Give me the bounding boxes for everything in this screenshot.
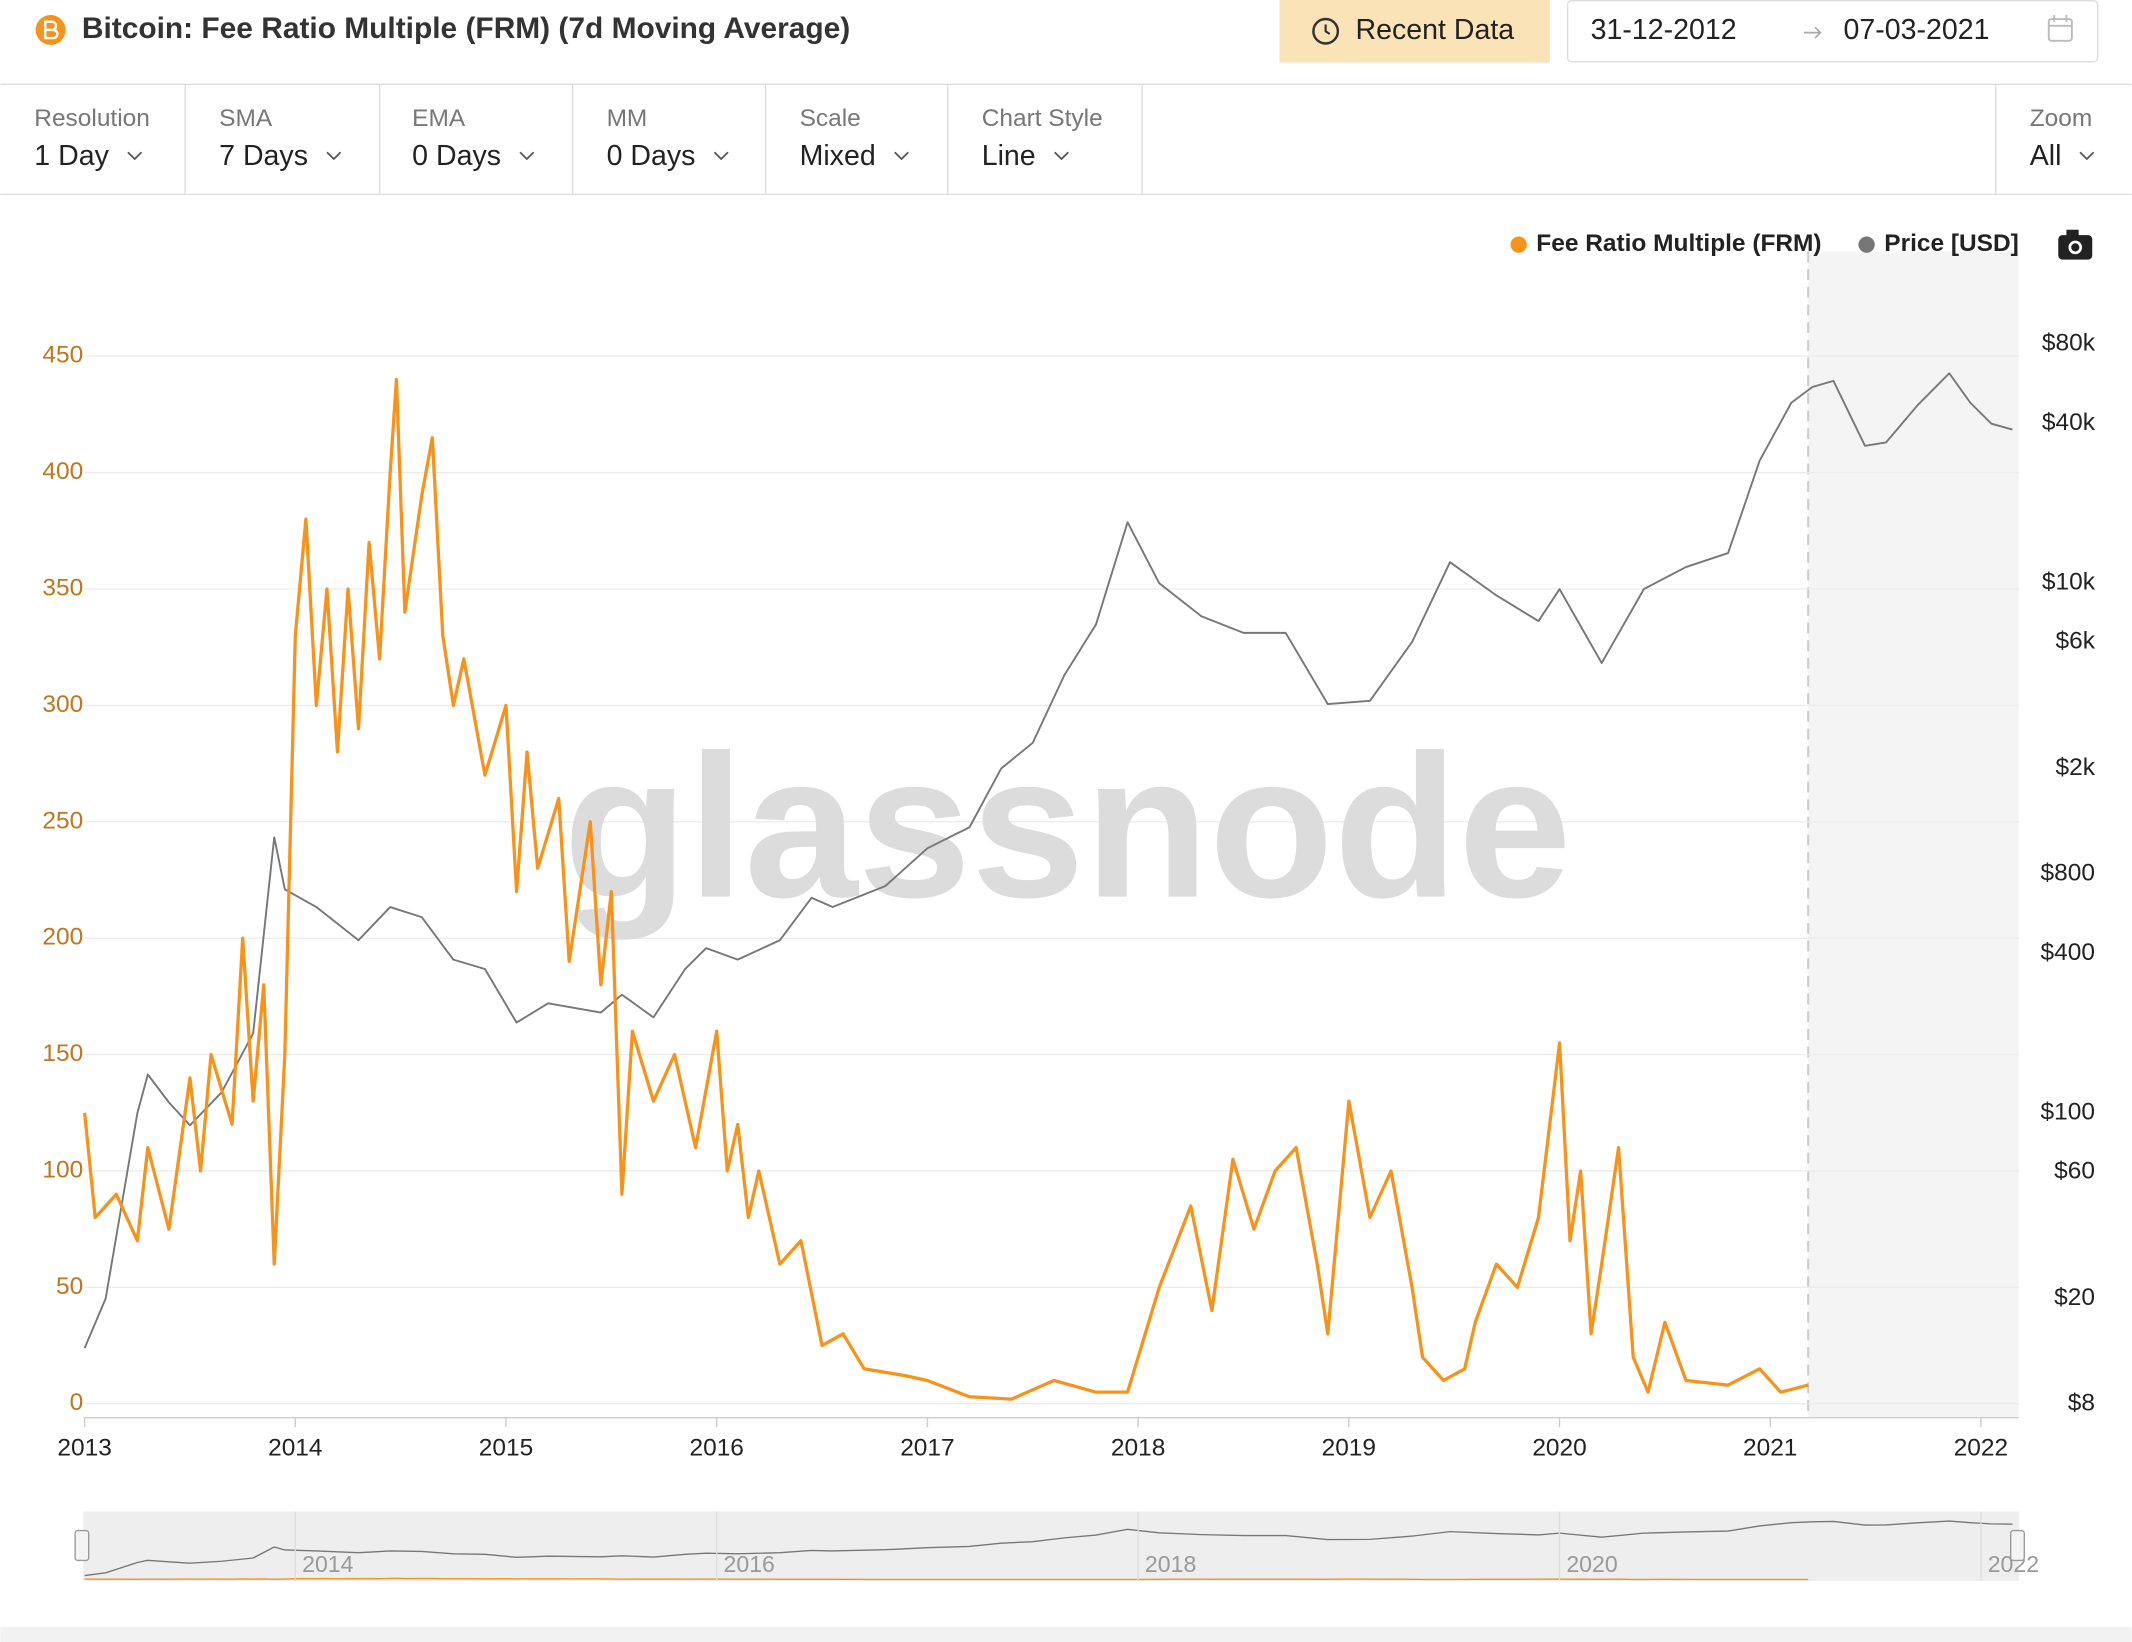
y-tick-label: 150 [42, 1040, 83, 1067]
chevron [1054, 151, 1069, 161]
control-label: MM [607, 105, 648, 132]
x-tick-label: 2018 [1111, 1434, 1165, 1461]
control-label: EMA [412, 105, 466, 132]
control-value[interactable]: Line [982, 140, 1036, 172]
y2-tick-label: $80k [2042, 329, 2096, 356]
y2-tick-label: $400 [2041, 939, 2095, 966]
zoom-value[interactable]: All [2030, 140, 2062, 172]
y2-tick-label: $10k [2042, 569, 2096, 596]
y2-tick-label: $6k [2056, 628, 2096, 655]
control-value[interactable]: 0 Days [412, 140, 501, 172]
x-tick-label: 2021 [1743, 1434, 1797, 1461]
y-tick-label: 350 [42, 574, 83, 601]
navigator-label: 2018 [1145, 1551, 1196, 1577]
navigator-line [84, 1520, 2013, 1577]
calendar-detail [2048, 14, 2072, 27]
y-tick-label: 200 [42, 924, 83, 951]
x-tick-label: 2016 [690, 1434, 744, 1461]
chevron [519, 151, 535, 161]
chevron [894, 151, 909, 161]
x-tick-label: 2022 [1954, 1434, 2008, 1461]
series-line [82, 377, 1809, 1401]
control-value[interactable]: Mixed [800, 140, 876, 172]
navigator-line [84, 1577, 1809, 1581]
chevron [2079, 151, 2095, 161]
clock-icon [1312, 17, 1340, 45]
date-to[interactable]: 07-03-2021 [1844, 14, 1990, 46]
series-line [83, 372, 2013, 1349]
y-tick-label: 0 [70, 1389, 84, 1416]
title: Bitcoin: Fee Ratio Multiple (FRM) (7d Mo… [82, 12, 850, 45]
chevron [127, 151, 143, 161]
recent-button[interactable] [1279, 0, 1550, 63]
x-tick-label: 2014 [268, 1434, 322, 1461]
control-label: SMA [219, 105, 273, 132]
y2-tick-label: $60 [2054, 1158, 2095, 1185]
control-value[interactable]: 7 Days [219, 140, 308, 172]
y2-tick-label: $100 [2041, 1099, 2095, 1126]
footer-bg [0, 1627, 2132, 1642]
navigator-label: 2014 [302, 1551, 354, 1577]
y-tick-label: 50 [56, 1273, 83, 1300]
legend-dot[interactable] [1510, 236, 1527, 253]
chevron [326, 151, 342, 161]
control-label: Chart Style [982, 105, 1103, 132]
navigator-label: 2016 [724, 1551, 775, 1577]
legend-dot[interactable] [1858, 236, 1875, 253]
x-tick-label: 2013 [57, 1434, 111, 1461]
bitcoin-glyph [43, 20, 59, 40]
x-tick-label: 2015 [479, 1434, 533, 1461]
control-value[interactable]: 1 Day [34, 140, 109, 172]
x-tick-label: 2017 [900, 1434, 954, 1461]
y-tick-label: 400 [42, 458, 83, 485]
control-value[interactable]: 0 Days [607, 140, 696, 172]
y2-tick-label: $2k [2056, 754, 2096, 781]
control-label: Resolution [34, 105, 150, 132]
y2-tick-label: $800 [2041, 859, 2095, 886]
y2-tick-label: $20 [2054, 1284, 2095, 1311]
date-range[interactable] [1566, 0, 2099, 63]
y2-tick-label: $8 [2068, 1389, 2095, 1416]
camera-top [2066, 229, 2079, 237]
date-from[interactable]: 31-12-2012 [1591, 14, 1737, 46]
recent-label[interactable]: Recent Data [1356, 14, 1515, 46]
y-tick-label: 300 [42, 691, 83, 718]
navigator-label: 2020 [1566, 1551, 1617, 1577]
camera-lens-inner [2071, 243, 2080, 252]
range-arrow [1804, 26, 1822, 39]
navigator[interactable] [83, 1511, 2019, 1581]
y-tick-label: 450 [42, 342, 83, 369]
zoom-label: Zoom [2030, 105, 2093, 132]
chevron [713, 151, 729, 161]
x-tick-label: 2020 [1532, 1434, 1586, 1461]
legend-label[interactable]: Fee Ratio Multiple (FRM) [1536, 230, 1821, 257]
x-tick-label: 2019 [1322, 1434, 1376, 1461]
watermark: glassnode [563, 713, 1571, 941]
clock-hands [1324, 24, 1331, 35]
y-tick-label: 250 [42, 807, 83, 834]
legend-label[interactable]: Price [USD] [1884, 230, 2019, 257]
calendar-icon[interactable] [2047, 18, 2073, 42]
nav-handle[interactable] [74, 1529, 90, 1562]
nav-handle[interactable] [2010, 1529, 2025, 1562]
y-tick-label: 100 [42, 1156, 83, 1183]
y2-tick-label: $40k [2042, 409, 2096, 436]
control-label: Scale [800, 105, 861, 132]
recent-shade [1808, 251, 2019, 1418]
